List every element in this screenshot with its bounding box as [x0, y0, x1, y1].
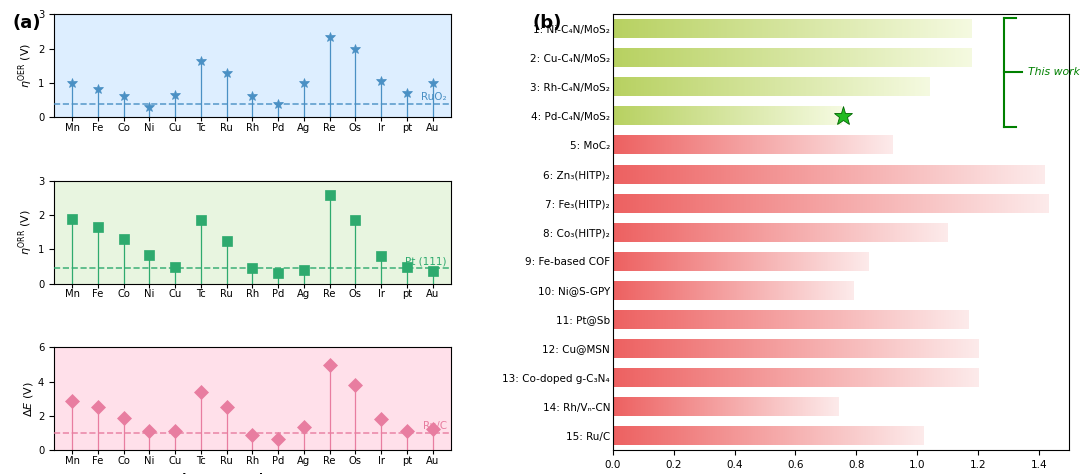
X-axis label: Doped TM atoms in TM-C$_4$N/MoS$_2$: Doped TM atoms in TM-C$_4$N/MoS$_2$	[143, 472, 362, 474]
Y-axis label: $\eta^{\mathrm{ORR}}$ (V): $\eta^{\mathrm{ORR}}$ (V)	[16, 210, 36, 255]
Text: RuO₂: RuO₂	[421, 92, 447, 102]
Y-axis label: $\eta^{\mathrm{OER}}$ (V): $\eta^{\mathrm{OER}}$ (V)	[16, 43, 36, 88]
Text: Pt (111): Pt (111)	[405, 256, 447, 266]
Text: (b): (b)	[532, 14, 562, 32]
Text: Ru/C: Ru/C	[422, 421, 447, 431]
Y-axis label: $\Delta E$ (V): $\Delta E$ (V)	[22, 381, 36, 417]
Text: This work: This work	[1028, 67, 1080, 77]
Text: (a): (a)	[13, 14, 41, 32]
